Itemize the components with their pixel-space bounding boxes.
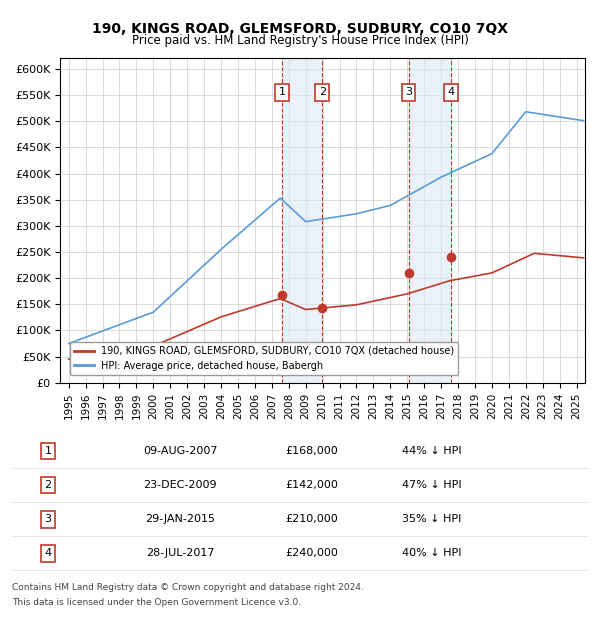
Text: 4: 4	[448, 87, 454, 97]
Text: 3: 3	[44, 514, 52, 525]
Text: 23-DEC-2009: 23-DEC-2009	[143, 480, 217, 490]
Text: 4: 4	[44, 548, 52, 559]
Text: 09-AUG-2007: 09-AUG-2007	[143, 446, 217, 456]
Legend: 190, KINGS ROAD, GLEMSFORD, SUDBURY, CO10 7QX (detached house), HPI: Average pri: 190, KINGS ROAD, GLEMSFORD, SUDBURY, CO1…	[70, 342, 458, 374]
Text: 1: 1	[44, 446, 52, 456]
Text: 28-JUL-2017: 28-JUL-2017	[146, 548, 214, 559]
Text: 44% ↓ HPI: 44% ↓ HPI	[402, 446, 462, 456]
Text: 40% ↓ HPI: 40% ↓ HPI	[402, 548, 462, 559]
Text: 190, KINGS ROAD, GLEMSFORD, SUDBURY, CO10 7QX: 190, KINGS ROAD, GLEMSFORD, SUDBURY, CO1…	[92, 22, 508, 36]
Text: £142,000: £142,000	[286, 480, 338, 490]
Text: 2: 2	[44, 480, 52, 490]
Bar	[409, 58, 451, 383]
Text: £210,000: £210,000	[286, 514, 338, 525]
Bar	[282, 58, 322, 383]
Text: 29-JAN-2015: 29-JAN-2015	[145, 514, 215, 525]
Text: 2: 2	[319, 87, 326, 97]
Text: £240,000: £240,000	[286, 548, 338, 559]
Text: 47% ↓ HPI: 47% ↓ HPI	[402, 480, 462, 490]
Text: Contains HM Land Registry data © Crown copyright and database right 2024.: Contains HM Land Registry data © Crown c…	[12, 583, 364, 592]
Text: This data is licensed under the Open Government Licence v3.0.: This data is licensed under the Open Gov…	[12, 598, 301, 608]
Text: £168,000: £168,000	[286, 446, 338, 456]
Text: 1: 1	[278, 87, 286, 97]
Text: Price paid vs. HM Land Registry's House Price Index (HPI): Price paid vs. HM Land Registry's House …	[131, 34, 469, 47]
Text: 3: 3	[405, 87, 412, 97]
Text: 35% ↓ HPI: 35% ↓ HPI	[403, 514, 461, 525]
